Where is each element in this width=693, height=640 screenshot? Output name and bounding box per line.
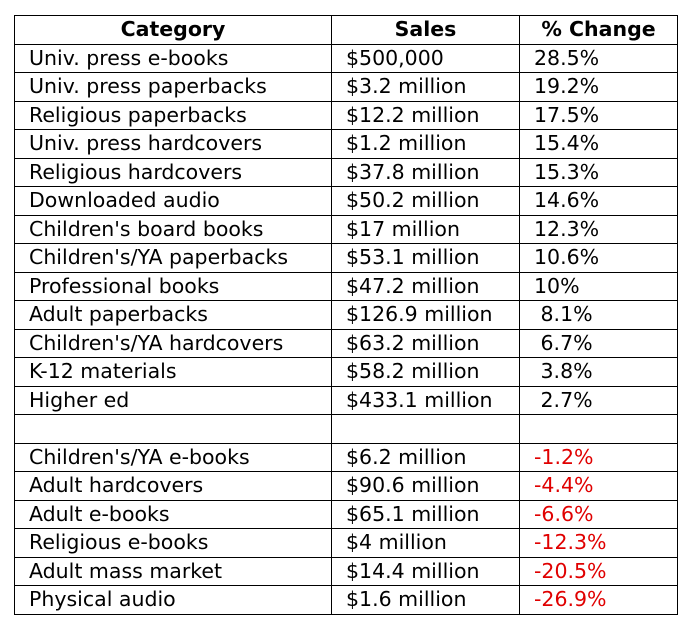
change-cell: 2.7% xyxy=(519,385,678,415)
sales-cell: $4 million xyxy=(331,528,520,558)
change-cell: 6.7% xyxy=(519,328,678,358)
sales-cell: $63.2 million xyxy=(331,328,520,358)
category-cell: Religious hardcovers xyxy=(14,157,332,187)
category-cell: Univ. press paperbacks xyxy=(14,72,332,102)
change-cell: -20.5% xyxy=(519,556,678,586)
change-cell: 14.6% xyxy=(519,186,678,216)
table-row: Adult hardcovers $90.6 million -4.4% xyxy=(14,471,678,501)
category-cell: Children's/YA e-books xyxy=(14,442,332,472)
sales-cell: $1.2 million xyxy=(331,129,520,159)
sales-cell: $500,000 xyxy=(331,43,520,73)
table-row: Adult mass market $14.4 million -20.5% xyxy=(14,556,678,586)
sales-cell: $90.6 million xyxy=(331,471,520,501)
sales-cell: $1.6 million xyxy=(331,585,520,615)
table-row: Children's/YA hardcovers $63.2 million 6.… xyxy=(14,328,678,358)
table-row: Downloaded audio $50.2 million 14.6% xyxy=(14,186,678,216)
change-cell: 17.5% xyxy=(519,100,678,130)
category-cell: Adult mass market xyxy=(14,556,332,586)
change-cell: -4.4% xyxy=(519,471,678,501)
change-cell: 10.6% xyxy=(519,243,678,273)
sales-cell: $12.2 million xyxy=(331,100,520,130)
category-cell: Religious e-books xyxy=(14,528,332,558)
table-row: Univ. press hardcovers $1.2 million 15.4% xyxy=(14,129,678,159)
change-cell: 10% xyxy=(519,271,678,301)
header-change: % Change xyxy=(519,15,678,45)
change-cell xyxy=(519,414,678,444)
change-cell: 8.1% xyxy=(519,300,678,330)
sales-cell: $37.8 million xyxy=(331,157,520,187)
table-row: Adult e-books $65.1 million -6.6% xyxy=(14,499,678,529)
table-row: Professional books $47.2 million 10% xyxy=(14,271,678,301)
table-row: Children's/YA paperbacks $53.1 million 10.… xyxy=(14,243,678,273)
table-row xyxy=(14,414,678,444)
table-row: Univ. press e-books $500,000 28.5% xyxy=(14,43,678,73)
category-cell: Children's board books xyxy=(14,214,332,244)
sales-cell: $14.4 million xyxy=(331,556,520,586)
category-cell xyxy=(14,414,332,444)
sales-cell: $58.2 million xyxy=(331,357,520,387)
change-cell: -26.9% xyxy=(519,585,678,615)
table-row: Religious e-books $4 million -12.3% xyxy=(14,528,678,558)
table-row: K-12 materials $58.2 million 3.8% xyxy=(14,357,678,387)
sales-cell: $6.2 million xyxy=(331,442,520,472)
table-header: Category Sales % Change xyxy=(14,15,678,45)
table-row: Adult paperbacks $126.9 million 8.1% xyxy=(14,300,678,330)
table-row: Univ. press paperbacks $3.2 million 19.2% xyxy=(14,72,678,102)
table-row: Children's board books $17 million 12.3% xyxy=(14,214,678,244)
category-cell: Univ. press hardcovers xyxy=(14,129,332,159)
sales-cell: $17 million xyxy=(331,214,520,244)
sales-cell: $3.2 million xyxy=(331,72,520,102)
category-cell: Adult e-books xyxy=(14,499,332,529)
category-cell: Higher ed xyxy=(14,385,332,415)
sales-cell: $65.1 million xyxy=(331,499,520,529)
sales-cell: $50.2 million xyxy=(331,186,520,216)
sales-cell: $126.9 million xyxy=(331,300,520,330)
category-cell: Children's/YA hardcovers xyxy=(14,328,332,358)
table-row: Children's/YA e-books $6.2 million -1.2% xyxy=(14,442,678,472)
category-cell: Adult hardcovers xyxy=(14,471,332,501)
change-cell: 15.3% xyxy=(519,157,678,187)
header-category: Category xyxy=(14,15,332,45)
category-cell: K-12 materials xyxy=(14,357,332,387)
sales-cell xyxy=(331,414,520,444)
change-cell: -12.3% xyxy=(519,528,678,558)
change-cell: -1.2% xyxy=(519,442,678,472)
category-cell: Professional books xyxy=(14,271,332,301)
sales-cell: $53.1 million xyxy=(331,243,520,273)
change-cell: 28.5% xyxy=(519,43,678,73)
table-body: Univ. press e-books $500,000 28.5% Univ. pr… xyxy=(14,43,678,615)
sales-cell: $433.1 million xyxy=(331,385,520,415)
header-sales: Sales xyxy=(331,15,520,45)
table-row: Religious hardcovers $37.8 million 15.3% xyxy=(14,157,678,187)
category-cell: Downloaded audio xyxy=(14,186,332,216)
sales-cell: $47.2 million xyxy=(331,271,520,301)
change-cell: -6.6% xyxy=(519,499,678,529)
category-cell: Children's/YA paperbacks xyxy=(14,243,332,273)
table-row: Religious paperbacks $12.2 million 17.5% xyxy=(14,100,678,130)
category-cell: Physical audio xyxy=(14,585,332,615)
change-cell: 3.8% xyxy=(519,357,678,387)
category-cell: Adult paperbacks xyxy=(14,300,332,330)
change-cell: 12.3% xyxy=(519,214,678,244)
sales-table: Category Sales % Change Univ. press e-bo… xyxy=(14,15,678,615)
header-row: Category Sales % Change xyxy=(14,15,678,45)
category-cell: Religious paperbacks xyxy=(14,100,332,130)
category-cell: Univ. press e-books xyxy=(14,43,332,73)
table-row: Physical audio $1.6 million -26.9% xyxy=(14,585,678,615)
change-cell: 19.2% xyxy=(519,72,678,102)
change-cell: 15.4% xyxy=(519,129,678,159)
table-row: Higher ed $433.1 million 2.7% xyxy=(14,385,678,415)
